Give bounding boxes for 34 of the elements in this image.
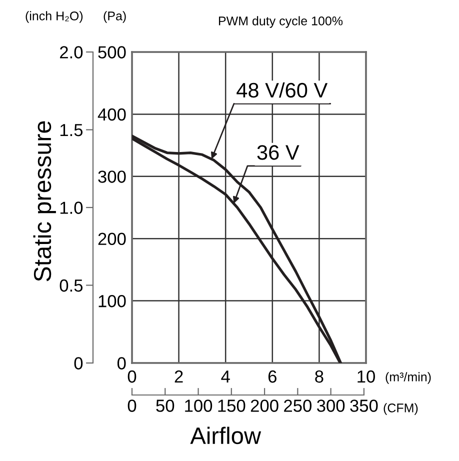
y2-tick-label: 0 xyxy=(74,357,83,370)
y-tick-label: 400 xyxy=(98,108,126,121)
y-tick-label: 500 xyxy=(98,46,126,58)
y2-tick-label: 1.5 xyxy=(60,124,83,136)
x2-tick-label: 100 xyxy=(185,400,212,412)
x-tick-label: 0 xyxy=(128,370,136,383)
x2-tick-label: 0 xyxy=(128,400,136,412)
text: (m³/min) xyxy=(386,372,431,384)
legend-label: 36 V xyxy=(257,145,300,160)
y-tick-label: 200 xyxy=(98,232,126,246)
y-tick-label: 0 xyxy=(117,357,126,370)
y2-axis-title: Static pressure xyxy=(33,121,56,282)
y-tick-label: 300 xyxy=(98,170,126,183)
x-tick-label: 6 xyxy=(268,370,276,383)
text: (Pa) xyxy=(104,11,126,23)
x2-tick-label: 50 xyxy=(156,400,174,412)
x2-tick-label: 200 xyxy=(250,400,278,412)
x-tick-label: 8 xyxy=(315,370,324,383)
x2-axis-title: (CFM) xyxy=(384,403,418,415)
x-tick-label: 2 xyxy=(174,370,183,383)
y2-tick-label: 2.0 xyxy=(60,46,83,58)
text: (inch H₂O) xyxy=(26,11,83,23)
x2-tick-label: 250 xyxy=(284,400,312,412)
x-axis-title: Airflow xyxy=(190,426,262,444)
x2-tick-label: 300 xyxy=(316,400,345,412)
x2-tick-label: 150 xyxy=(218,400,246,412)
x2-tick-label: 350 xyxy=(350,400,378,412)
y2-tick-label: 0.5 xyxy=(60,279,83,292)
text: 48 V/60 V xyxy=(236,82,328,98)
y-tick-label: 100 xyxy=(98,294,126,308)
x-tick-label: 10 xyxy=(358,370,375,383)
y2-tick-label: 1.0 xyxy=(60,202,83,214)
x-tick-label: 4 xyxy=(221,370,230,383)
chart-title: PWM duty cycle 100% xyxy=(218,16,343,28)
